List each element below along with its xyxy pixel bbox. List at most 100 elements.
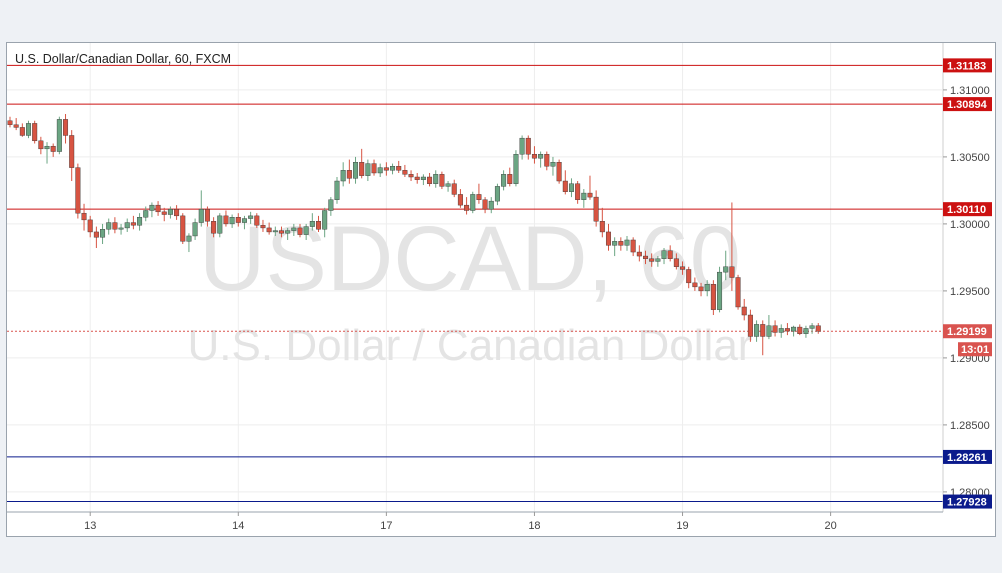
candle-body [396,166,402,171]
candle-body [69,135,75,168]
candle-body [729,266,735,278]
candle-body [19,127,25,136]
time-tick-label: 17 [380,520,392,532]
candle-body [149,204,155,211]
candle-body [371,163,377,174]
candle-body [143,210,149,218]
candle-body [581,192,587,200]
candle-body [303,226,309,235]
candles [7,114,821,356]
candle-body [476,194,482,200]
candle-body [340,170,346,182]
candle-body [167,208,173,215]
candle-body [791,326,797,332]
price-tick-label: 1.29500 [950,286,990,298]
price-tick-label: 1.30500 [950,152,990,164]
candle-body [624,239,630,246]
level-price-badge-label: 1.27928 [947,497,987,509]
candle-body [735,277,741,308]
candle-body [137,216,143,226]
candle-body [605,231,611,246]
time-axis: 13 14 17 18 19 20 [7,511,943,532]
candle-body [630,239,636,253]
candle-body [217,215,223,234]
candle-body [192,222,198,237]
candle-body [797,326,803,334]
candle-body [291,227,297,231]
candle-body [494,186,500,202]
candle-body [772,325,778,333]
candle-body [464,204,470,211]
candle-body [803,328,809,334]
candle-body [562,180,568,192]
candle-body [204,208,210,222]
candle-body [568,183,574,192]
watermark: USDCAD, 60 U.S. Dollar / Canadian Dollar [188,208,753,370]
candle-body [13,124,19,128]
last-price-badge-label: 1.29199 [947,326,987,338]
candle-body [599,221,605,233]
candle-body [618,241,624,246]
candle-body [414,176,420,180]
candle-body [278,230,284,234]
candle-body [667,250,673,259]
candle-body [180,215,186,242]
candle-body [439,174,445,187]
level-price-badge-label: 1.30110 [947,204,986,216]
candle-body [390,166,396,171]
candle-body [556,162,562,182]
price-tick-label: 1.28500 [950,420,990,432]
candle-body [692,282,698,288]
candle-body [636,251,642,257]
candle-body [420,176,426,180]
countdown-label: 13:01 [961,344,989,356]
candle-body [747,314,753,337]
candle-body [359,162,365,176]
candle-body [106,222,112,230]
candle-body [408,174,414,178]
level-price-badge-label: 1.30894 [947,99,988,111]
candle-body [470,194,476,211]
countdown-badge [958,342,992,357]
candle-body [593,196,599,222]
candle-body [155,204,161,213]
time-tick-label: 14 [232,520,244,532]
time-tick-label: 13 [84,520,96,532]
candle-body [587,192,593,198]
time-tick-label: 19 [676,520,688,532]
level-price-badge [943,449,992,464]
level-price-badge [943,97,992,112]
candle-body [93,231,99,238]
candle-body [124,222,130,229]
candle-body [525,137,531,155]
candle-body [235,216,241,223]
candle-body [723,266,729,273]
chart-title: U.S. Dollar/Canadian Dollar, 60, FXCM [15,52,232,66]
candle-body [778,328,784,333]
candle-body [100,229,106,238]
candle-body [297,227,303,235]
last-price-badge [943,324,992,339]
candle-body [254,215,260,226]
candle-body [760,324,766,337]
candle-body [427,176,433,184]
candle-body [322,210,328,230]
candle-body [661,250,667,259]
candle-body [550,162,556,167]
candle-body [229,216,235,225]
level-price-badge-label: 1.28261 [947,452,987,464]
time-tick-label: 20 [824,520,836,532]
candle-body [643,255,649,259]
candle-body [531,154,537,159]
candle-body [575,183,581,200]
candle-body [75,167,81,214]
candle-body [482,199,488,210]
price-badges: 1.31183 1.30894 1.30110 1.28261 1.27928 1.291… [943,58,992,509]
candle-body [118,227,124,230]
candle-body [211,221,217,234]
candle-body [513,154,519,184]
price-tick-label: 1.30000 [950,219,990,231]
candle-body [754,324,760,337]
candle-body [741,306,747,316]
